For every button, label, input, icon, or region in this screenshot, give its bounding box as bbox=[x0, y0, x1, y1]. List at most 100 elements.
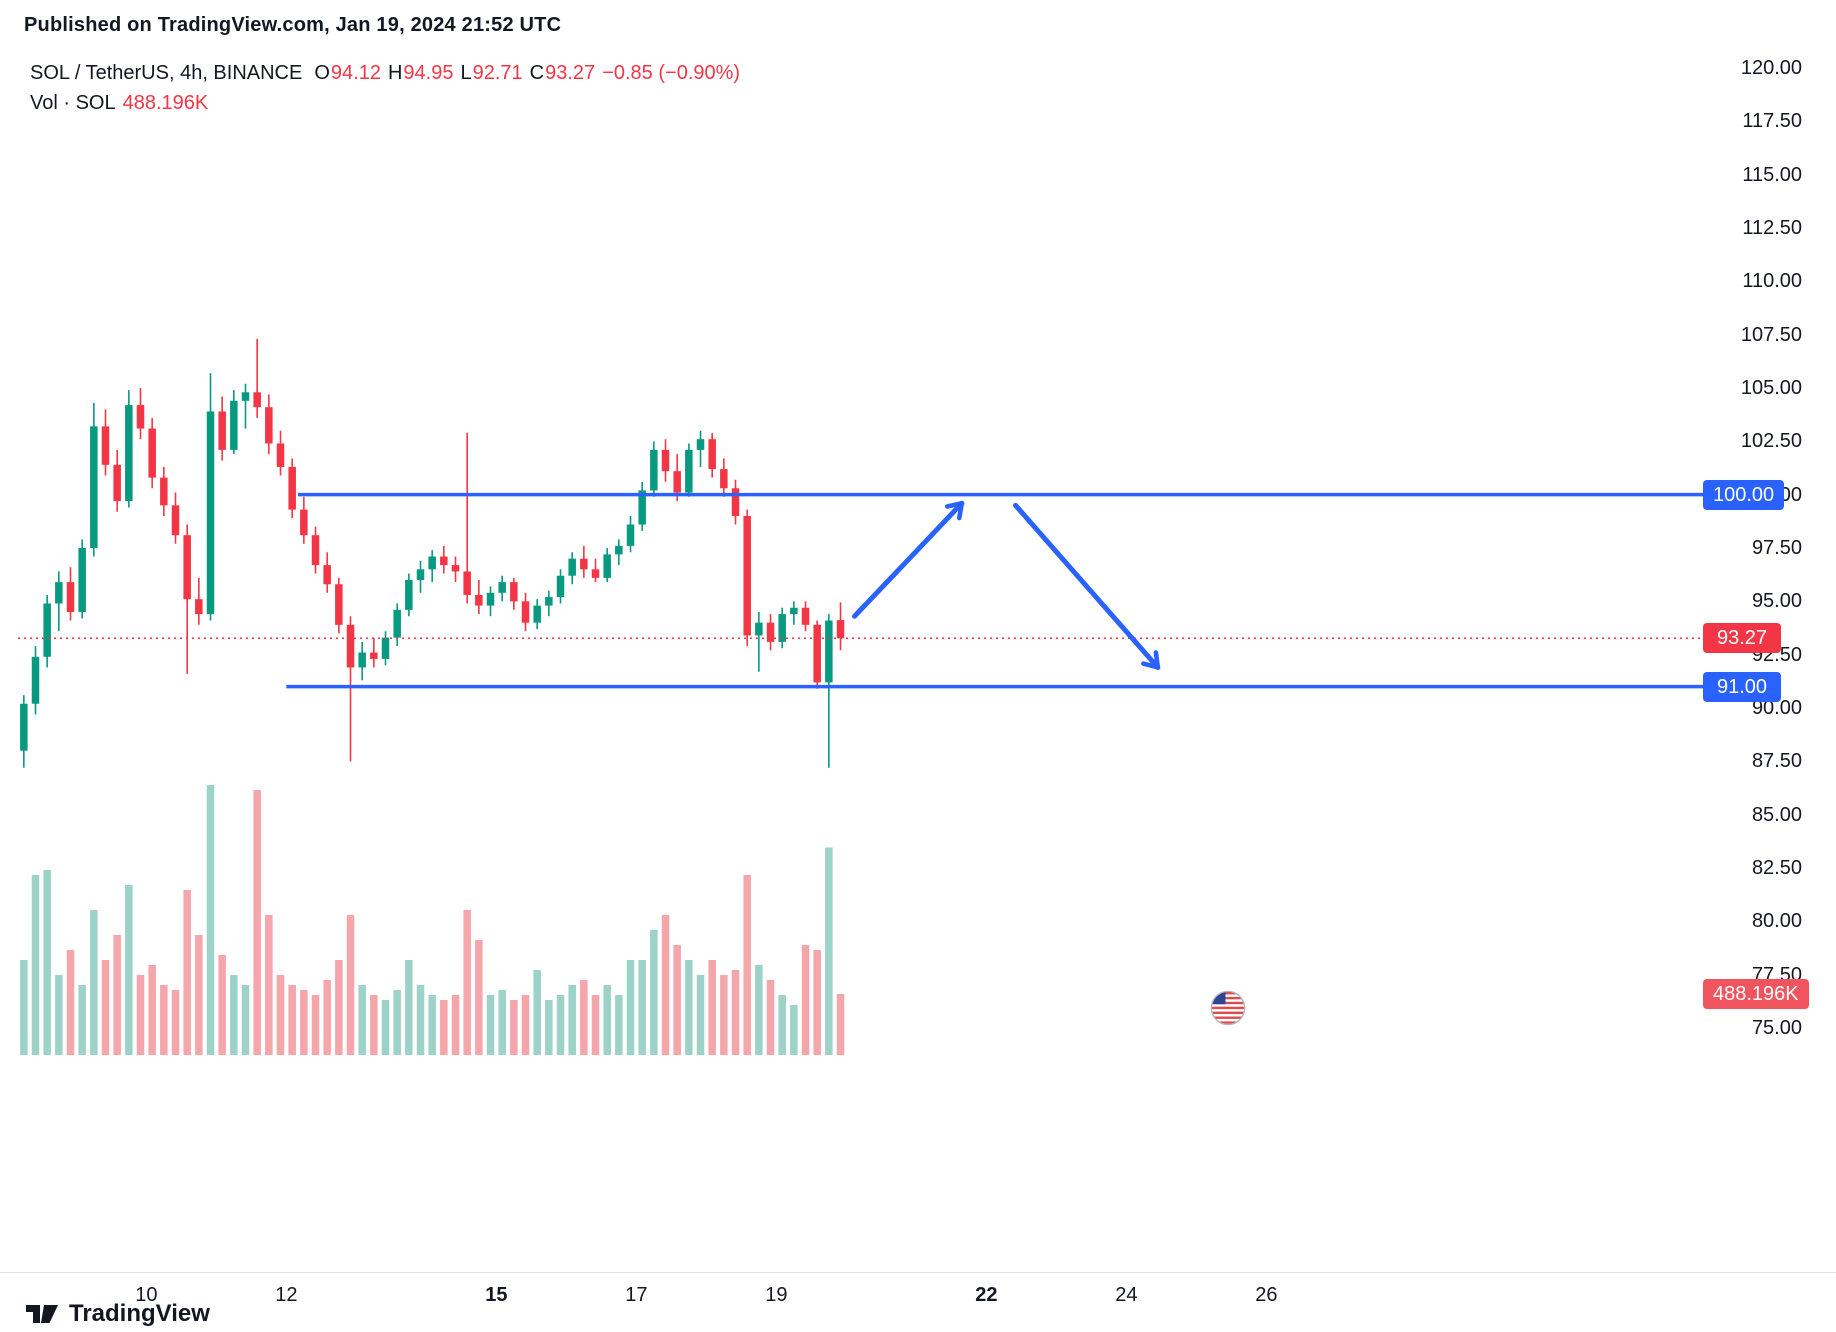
time-axis-label-24: 24 bbox=[1115, 1284, 1138, 1306]
price-badge-488.196K: 488.196K bbox=[1703, 978, 1809, 1009]
candle-body bbox=[650, 449, 658, 491]
trend-arrow-up[interactable] bbox=[852, 500, 965, 619]
candle-body bbox=[335, 584, 343, 625]
volume-bar bbox=[650, 930, 658, 1055]
us-flag-icon[interactable] bbox=[1209, 989, 1247, 1027]
candle-body bbox=[486, 592, 495, 606]
volume-bar bbox=[591, 995, 600, 1055]
symbol-title[interactable]: SOL / TetherUS, 4h, BINANCE bbox=[30, 62, 303, 84]
candle-body bbox=[288, 466, 296, 510]
volume-bar bbox=[323, 980, 331, 1055]
price-axis-label: 75.00 bbox=[1751, 1017, 1802, 1039]
volume-bar bbox=[148, 965, 156, 1055]
candle-body bbox=[416, 569, 425, 580]
price-axis-label: 97.50 bbox=[1751, 537, 1802, 559]
volume-bar bbox=[230, 975, 238, 1055]
volume-bar bbox=[416, 985, 425, 1055]
volume-bar bbox=[685, 960, 693, 1055]
published-line: Published on TradingView.com, Jan 19, 20… bbox=[24, 14, 562, 36]
volume-bar bbox=[346, 915, 355, 1055]
volume-bar bbox=[253, 790, 261, 1055]
time-axis[interactable]: 10 12 15 17 19 22 24 26 bbox=[0, 1282, 1836, 1308]
time-axis-label-26: 26 bbox=[1255, 1284, 1278, 1306]
volume-bar bbox=[136, 975, 145, 1055]
candle-body bbox=[568, 558, 576, 576]
close-value: 93.27 bbox=[545, 62, 596, 84]
tradingview-footer[interactable]: TradingView bbox=[24, 1300, 210, 1328]
time-axis-label-19: 19 bbox=[765, 1284, 788, 1306]
candle-body bbox=[381, 637, 390, 659]
candle-body bbox=[253, 392, 261, 408]
candle-body bbox=[685, 449, 693, 493]
volume-bar bbox=[661, 915, 670, 1055]
candle-body bbox=[171, 505, 180, 536]
candle-body bbox=[731, 488, 740, 516]
volume-bar bbox=[813, 950, 821, 1055]
price-axis-label: 80.00 bbox=[1751, 910, 1802, 933]
volume-bar bbox=[440, 1000, 448, 1055]
candle-body bbox=[393, 609, 401, 638]
price-badge-91.00: 91.00 bbox=[1703, 671, 1781, 702]
price-axis-label: 117.50 bbox=[1742, 110, 1802, 133]
legend-volume-row: Vol · SOL 488.196K bbox=[30, 88, 747, 118]
price-axis-label: 85.00 bbox=[1751, 803, 1802, 826]
candle-body bbox=[696, 439, 705, 450]
volume-bar bbox=[486, 995, 495, 1055]
volume-bar bbox=[358, 985, 366, 1055]
volume-bar bbox=[743, 875, 751, 1055]
candle-body bbox=[66, 582, 75, 612]
candle-body bbox=[148, 428, 156, 478]
price-axis-label: 82.50 bbox=[1751, 857, 1802, 879]
candle-body bbox=[521, 601, 530, 623]
volume-bar bbox=[288, 985, 296, 1055]
volume-bar bbox=[836, 993, 845, 1055]
candle-body bbox=[825, 620, 833, 683]
candle-body bbox=[358, 652, 366, 668]
price-axis-label: 110.00 bbox=[1742, 270, 1802, 293]
volume-value: 488.196K bbox=[122, 92, 209, 114]
candle-body bbox=[195, 599, 203, 615]
price-axis-label: 115.00 bbox=[1742, 163, 1802, 186]
time-axis-label-12: 12 bbox=[275, 1284, 298, 1306]
candle-body bbox=[626, 524, 635, 546]
trend-arrow-down[interactable] bbox=[1013, 502, 1161, 670]
time-axis-separator bbox=[0, 1272, 1836, 1273]
price-axis-label: 120.00 bbox=[1740, 57, 1802, 79]
chart-legend[interactable]: SOL / TetherUS, 4h, BINANCE O 94.12 H 94.9… bbox=[30, 58, 747, 118]
candle-body bbox=[510, 582, 518, 602]
low-label: L bbox=[460, 62, 472, 84]
candle-body bbox=[801, 607, 810, 625]
volume-bar bbox=[311, 995, 320, 1055]
price-axis-label: 105.00 bbox=[1740, 377, 1802, 399]
volume-bar bbox=[696, 975, 705, 1055]
volume-bar bbox=[171, 990, 180, 1055]
candle-body bbox=[813, 624, 821, 683]
volume-bar bbox=[615, 995, 623, 1055]
volume-bar bbox=[731, 970, 740, 1055]
candle-body bbox=[591, 569, 600, 578]
time-axis-label-15: 15 bbox=[485, 1284, 508, 1306]
candle-body bbox=[125, 405, 133, 502]
change-value: −0.85 (−0.90%) bbox=[602, 62, 741, 84]
candle-body bbox=[43, 603, 51, 657]
volume-bar bbox=[265, 915, 273, 1055]
volume-bar bbox=[113, 935, 121, 1055]
candle-body bbox=[20, 703, 28, 751]
volume-bar bbox=[603, 985, 611, 1055]
candle-body bbox=[673, 471, 681, 493]
candle-body bbox=[708, 439, 716, 470]
candle-body bbox=[451, 565, 460, 572]
price-badge-100.00: 100.00 bbox=[1703, 479, 1785, 510]
volume-bar bbox=[55, 975, 63, 1055]
candle-body bbox=[31, 656, 40, 704]
candle-body bbox=[265, 407, 273, 444]
candle-body bbox=[230, 400, 238, 450]
volume-bar bbox=[556, 995, 565, 1055]
candle-body bbox=[533, 605, 541, 623]
close-label: C bbox=[529, 62, 545, 84]
price-badge-93.27: 93.27 bbox=[1703, 623, 1781, 654]
candle-body bbox=[78, 548, 86, 612]
volume-label[interactable]: Vol · SOL bbox=[30, 92, 116, 114]
volume-bar bbox=[626, 960, 635, 1055]
